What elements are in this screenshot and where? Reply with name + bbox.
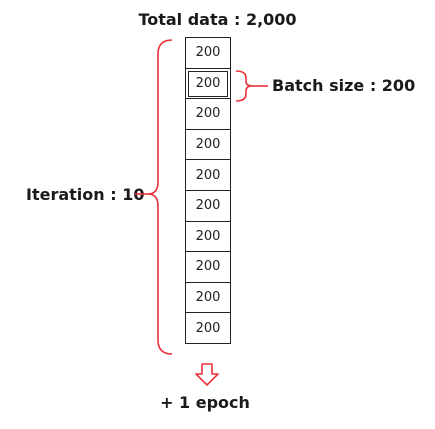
batch-stack: 200 200 200 200 200 200 200 200 200 200 — [185, 37, 231, 344]
batch-cell: 200 — [186, 130, 230, 161]
batch-brace — [235, 70, 253, 102]
batch-cell: 200 — [186, 69, 230, 100]
batch-cell: 200 — [186, 283, 230, 314]
batch-cell: 200 — [186, 252, 230, 283]
batch-cell: 200 — [186, 99, 230, 130]
iteration-brace — [147, 39, 173, 355]
down-arrow-icon — [195, 363, 219, 386]
epoch-label: + 1 epoch — [160, 393, 250, 412]
batch-cell: 200 — [186, 222, 230, 253]
batch-cell: 200 — [186, 313, 230, 344]
iteration-label: Iteration : 10 — [26, 185, 145, 204]
total-data-label: Total data : 2,000 — [138, 10, 297, 29]
batch-cell: 200 — [186, 38, 230, 69]
batch-cell: 200 — [186, 160, 230, 191]
batch-cell: 200 — [186, 191, 230, 222]
batch-size-label: Batch size : 200 — [272, 76, 416, 95]
